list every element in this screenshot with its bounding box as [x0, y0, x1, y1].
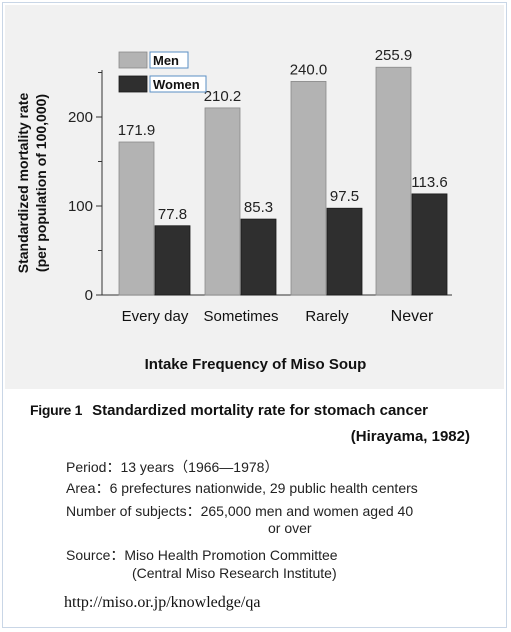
- bar-men: [375, 66, 412, 296]
- y-tick-label: 0: [85, 287, 93, 304]
- area-text: Area：6 prefectures nationwide, 29 public…: [66, 480, 418, 496]
- subjects-text: Number of subjects：265,000 men and women…: [66, 503, 413, 537]
- subjects-line-1: Number of subjects：265,000 men and women…: [66, 503, 414, 519]
- bar-value-label: 255.9: [375, 47, 413, 64]
- bar-value-label: 210.2: [204, 88, 242, 105]
- y-axis-title-line-2: (per population of 100,000): [33, 94, 49, 272]
- figure-caption: Figure 1 Standardized mortality rate for …: [30, 402, 428, 419]
- period-text: Period：13 years（1966—1978）: [66, 459, 279, 475]
- legend-label-box: [149, 75, 207, 93]
- x-tick-label: Sometimes: [203, 308, 278, 325]
- legend-label-box: [149, 51, 189, 69]
- citation: (Hirayama, 1982): [350, 428, 470, 445]
- legend-swatch-men: [118, 51, 148, 69]
- figure-label: Figure 1: [30, 402, 83, 418]
- x-tick-label: Every day: [122, 308, 189, 325]
- legend-swatch-women: [118, 75, 148, 93]
- subjects-line-2: or over: [268, 520, 312, 536]
- legend-label-women: Women: [153, 77, 200, 92]
- y-tick-label: 100: [68, 198, 93, 215]
- bar-men: [204, 107, 241, 296]
- bar-chart: 0 100 200 Standardized mortality rate (per p…: [15, 47, 452, 325]
- x-tick-label: Never: [391, 308, 434, 325]
- bar-value-label: 85.3: [244, 199, 273, 216]
- bar-men: [290, 81, 327, 296]
- source-url[interactable]: http://miso.or.jp/knowledge/qa: [64, 594, 261, 611]
- legend-label-men: Men: [153, 53, 179, 68]
- source-text: Source：Miso Health Promotion Committee (…: [66, 546, 338, 582]
- bar-value-label: 171.9: [118, 122, 156, 139]
- bar-value-label: 240.0: [290, 61, 328, 78]
- bar-value-label: 97.5: [330, 188, 359, 205]
- source-line-2: (Central Miso Research Institute): [132, 565, 337, 581]
- figure-caption-text: Standardized mortality rate for stomach …: [92, 402, 428, 419]
- figure-frame: [2, 2, 507, 628]
- x-tick-label: Rarely: [305, 308, 349, 325]
- bar-women: [240, 218, 277, 296]
- x-axis-title: Intake Frequency of Miso Soup: [144, 356, 367, 373]
- y-axis-title-line-1: Standardized mortality rate: [15, 93, 31, 274]
- bar-women: [154, 225, 191, 296]
- y-tick-label: 200: [68, 109, 93, 126]
- bar-men: [118, 141, 155, 296]
- bar-value-label: 77.8: [158, 206, 187, 223]
- bar-value-label: 113.6: [411, 174, 447, 191]
- bar-women: [411, 193, 448, 296]
- bar-women: [326, 207, 363, 296]
- source-line-1: Source：Miso Health Promotion Committee: [66, 547, 338, 563]
